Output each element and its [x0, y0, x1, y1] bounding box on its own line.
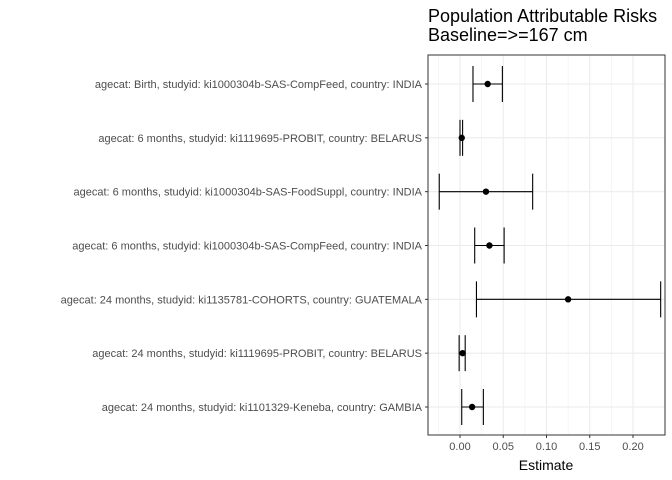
x-tick-label: 0.05 — [493, 441, 514, 453]
point-estimate — [482, 188, 490, 195]
forest-row — [475, 281, 662, 318]
point-estimate — [458, 134, 465, 142]
y-tick-label: agecat: 24 months, studyid: ki1135781-CO… — [61, 294, 423, 306]
forest-row — [472, 66, 503, 102]
chart-title: Population Attributable Risks — [428, 6, 657, 26]
error-bars-layer — [438, 66, 662, 425]
chart-subtitle: Baseline=>=167 cm — [428, 25, 588, 45]
x-tick-label: 0.15 — [579, 441, 600, 453]
y-tick-label: agecat: Birth, studyid: ki1000304b-SAS-C… — [95, 79, 423, 91]
plot-panel-border — [427, 54, 666, 436]
forest-row — [458, 119, 465, 156]
x-tick-label: 0.10 — [536, 441, 557, 453]
y-tick-label: agecat: 24 months, studyid: ki1119695-PR… — [92, 348, 422, 360]
point-estimate — [468, 403, 476, 411]
point-estimate — [564, 296, 572, 303]
forest-row — [461, 389, 484, 425]
grid-layer — [428, 55, 665, 435]
x-tick-label: 0.20 — [622, 441, 643, 453]
x-axis-title: Estimate — [519, 457, 574, 473]
point-estimate — [486, 242, 493, 249]
point-estimate — [459, 349, 466, 357]
forest-row — [458, 335, 466, 372]
y-tick-label: agecat: 6 months, studyid: ki1000304b-SA… — [72, 241, 422, 253]
y-tick-label: agecat: 24 months, studyid: ki1101329-Ke… — [102, 402, 423, 414]
y-tick-label: agecat: 6 months, studyid: ki1119695-PRO… — [98, 133, 422, 145]
y-tick-label: agecat: 6 months, studyid: ki1000304b-SA… — [73, 187, 422, 199]
y-tick-labels: agecat: Birth, studyid: ki1000304b-SAS-C… — [61, 79, 428, 414]
forest-row — [474, 227, 505, 264]
x-tick-labels: 0.00 0.05 0.10 0.15 0.20 — [449, 435, 644, 453]
x-tick-label: 0.00 — [449, 441, 470, 453]
forest-row — [438, 173, 534, 210]
point-estimate — [484, 80, 491, 88]
